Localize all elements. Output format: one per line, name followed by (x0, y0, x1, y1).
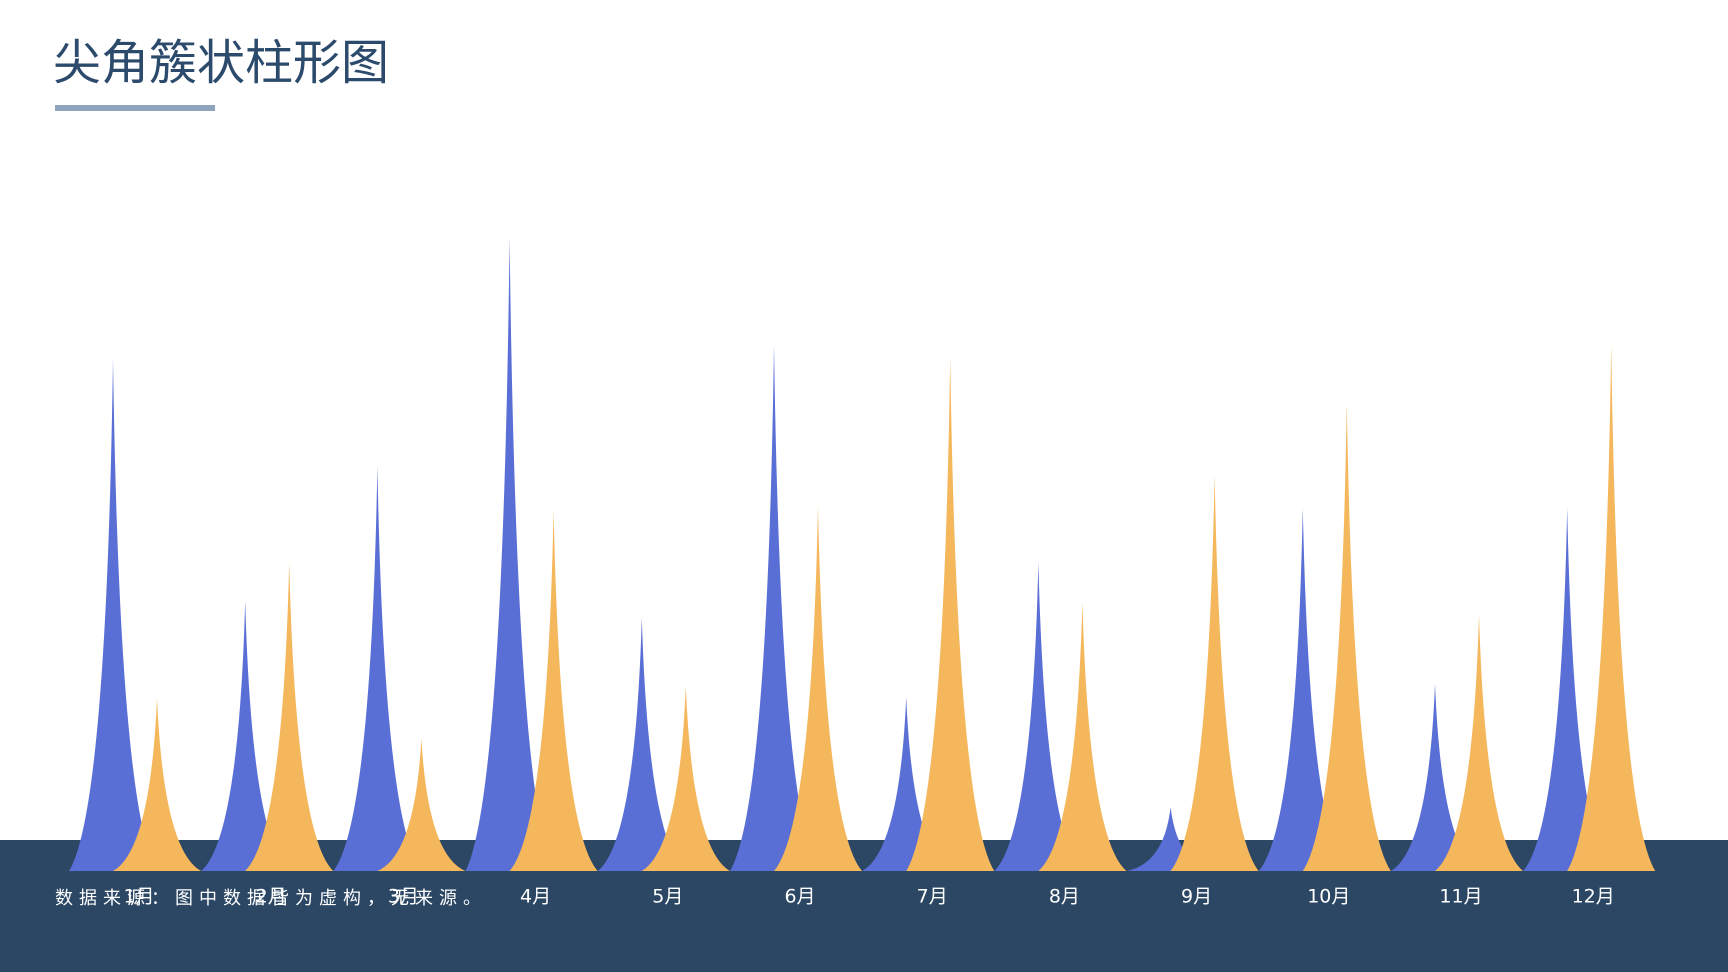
spike-bar (1170, 474, 1259, 871)
spike-bar (1302, 402, 1391, 871)
x-tick-label: 4月 (520, 886, 551, 908)
x-tick-label: 6月 (784, 886, 815, 908)
x-tick-label: 10月 (1307, 886, 1350, 908)
spike-bar (906, 356, 995, 871)
source-note: 数据来源：图中数据皆为虚构，无来源。 (55, 888, 487, 909)
x-tick-label: 1月 (123, 886, 154, 908)
spike-bar (774, 505, 862, 871)
spike-bar (641, 685, 730, 871)
spike-bar (1038, 602, 1127, 871)
x-tick-label: 7月 (917, 886, 948, 908)
x-tick-label: 9月 (1181, 886, 1212, 908)
x-tick-label: 5月 (652, 886, 683, 908)
spike-bar (245, 562, 334, 871)
spike-bar (333, 466, 422, 871)
spike-bar (1126, 807, 1215, 871)
spike-bar (1435, 614, 1523, 871)
spike-bar (69, 358, 157, 872)
spike-bar (1523, 507, 1612, 871)
x-tick-label: 11月 (1439, 886, 1482, 908)
x-tick-label: 3月 (388, 886, 419, 908)
spike-bar (994, 562, 1083, 871)
spike-bar (862, 696, 951, 871)
spike-bar (509, 509, 598, 871)
spike-bar (377, 738, 466, 871)
spike-bar (113, 698, 201, 871)
spike-bar (597, 617, 686, 871)
title-underline (55, 105, 215, 111)
spike-bar (465, 237, 554, 871)
spike-bar (730, 344, 818, 871)
x-tick-label: 2月 (256, 886, 287, 908)
x-tick-label: 8月 (1049, 886, 1080, 908)
spike-bar (1567, 344, 1656, 871)
spike-bar (201, 601, 290, 871)
chart-title: 尖角簇状柱形图 (53, 35, 389, 91)
spike-bar (1258, 507, 1347, 871)
x-tick-label: 12月 (1572, 886, 1615, 908)
spike-bar (1391, 683, 1479, 871)
